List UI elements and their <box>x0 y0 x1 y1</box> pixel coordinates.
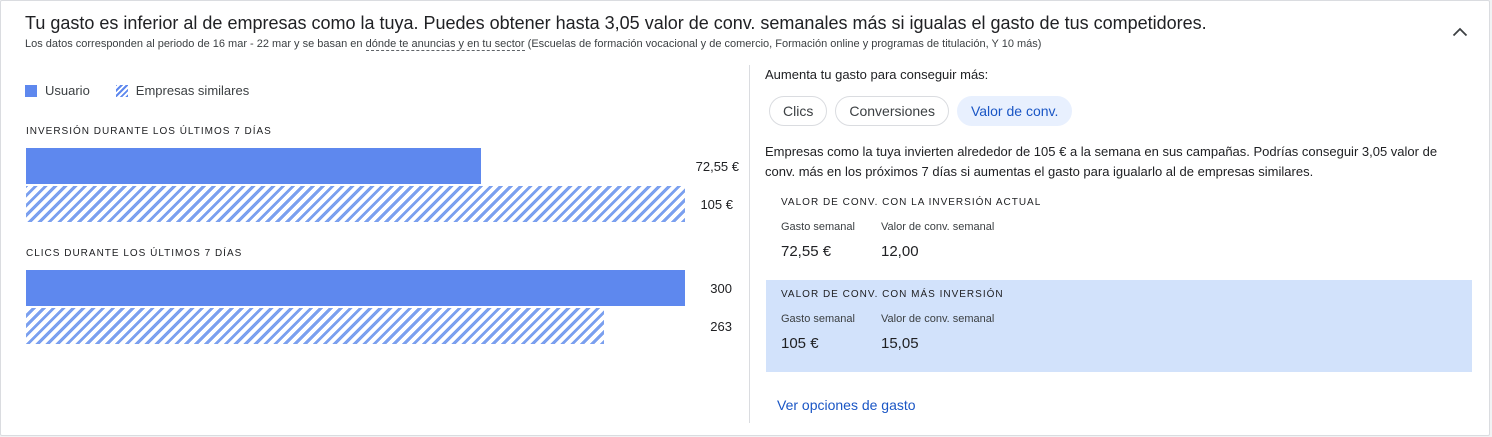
bar-clicks-similar <box>26 308 604 344</box>
more-spend-value: 105 € <box>781 335 819 352</box>
column-divider <box>749 65 750 423</box>
view-spend-options-link[interactable]: Ver opciones de gasto <box>777 397 916 413</box>
current-conv-value: 12,00 <box>881 243 919 260</box>
chart-title-clicks: CLICS DURANTE LOS ÚLTIMOS 7 DÍAS <box>26 248 243 259</box>
recommendation-description: Empresas como la tuya invierten alrededo… <box>765 144 1438 179</box>
more-spend-panel: VALOR DE CONV. CON MÁS INVERSIÓN Gasto s… <box>766 280 1472 372</box>
bar-clicks-user <box>26 270 685 306</box>
more-conv-value: 15,05 <box>881 335 919 352</box>
current-conv-label: Valor de conv. semanal <box>881 221 995 233</box>
legend-swatch-similar <box>115 84 128 97</box>
chip-clics[interactable]: Clics <box>769 96 828 126</box>
chart-legend: Usuario Empresas similares <box>25 83 249 98</box>
legend-label-user: Usuario <box>45 83 90 98</box>
legend-swatch-user <box>25 84 37 97</box>
value-clicks-user: 300 <box>710 281 732 296</box>
more-conv-label: Valor de conv. semanal <box>881 313 995 325</box>
current-spend-value: 72,55 € <box>781 243 832 260</box>
value-investment-user: 72,55 € <box>695 159 739 174</box>
current-spend-label: Gasto semanal <box>781 221 855 233</box>
chip-valor-conv[interactable]: Valor de conv. <box>956 96 1073 126</box>
current-panel-title: VALOR DE CONV. CON LA INVERSIÓN ACTUAL <box>781 197 1042 208</box>
card-title: Tu gasto es inferior al de empresas como… <box>25 13 1207 33</box>
card-subtitle: Los datos corresponden al periodo de 16 … <box>25 38 1042 51</box>
legend-label-similar: Empresas similares <box>135 83 250 98</box>
metric-chips: Clics Conversiones Valor de conv. <box>769 96 1073 126</box>
more-spend-label: Gasto semanal <box>781 313 855 325</box>
collapse-button[interactable] <box>1447 19 1473 45</box>
increase-spend-heading: Aumenta tu gasto para conseguir más: <box>765 67 989 82</box>
subtitle-suffix: (Escuelas de formación vocacional y de c… <box>524 38 1042 50</box>
value-investment-similar: 105 € <box>700 197 733 212</box>
current-spend-panel: VALOR DE CONV. CON LA INVERSIÓN ACTUAL G… <box>766 188 1472 280</box>
subtitle-link[interactable]: dónde te anuncias y en tu sector <box>365 38 525 51</box>
subtitle-prefix: Los datos corresponden al periodo de 16 … <box>25 38 366 50</box>
chevron-up-icon <box>1452 27 1468 37</box>
bar-investment-similar <box>26 186 685 222</box>
chip-conversiones[interactable]: Conversiones <box>835 96 949 126</box>
value-clicks-similar: 263 <box>710 319 732 334</box>
chart-title-investment: INVERSIÓN DURANTE LOS ÚLTIMOS 7 DÍAS <box>26 126 272 137</box>
bar-investment-user <box>26 148 481 184</box>
more-panel-title: VALOR DE CONV. CON MÁS INVERSIÓN <box>781 289 1004 300</box>
